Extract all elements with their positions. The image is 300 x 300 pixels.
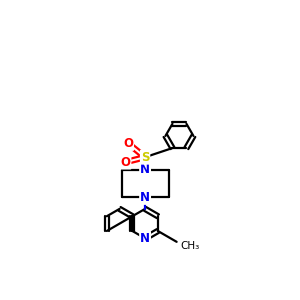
Text: N: N bbox=[140, 232, 150, 245]
Text: O: O bbox=[123, 137, 133, 150]
Text: S: S bbox=[141, 151, 149, 164]
Text: N: N bbox=[140, 163, 150, 176]
Text: CH₃: CH₃ bbox=[181, 241, 200, 251]
Text: O: O bbox=[121, 156, 130, 169]
Text: N: N bbox=[140, 191, 150, 204]
